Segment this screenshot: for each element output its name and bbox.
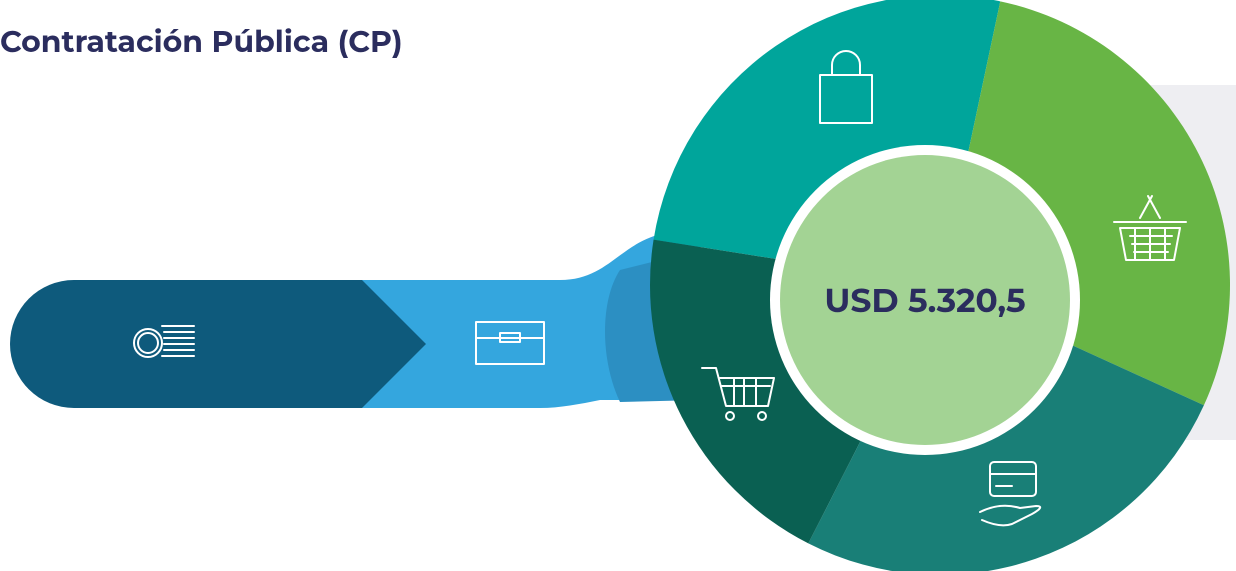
briefcase-icon: [475, 321, 545, 365]
cart-icon: [701, 367, 775, 421]
center-value: USD 5.320,5: [824, 281, 1025, 321]
basket-icon: [1113, 195, 1187, 261]
page-title: Contratación Pública (CP): [0, 23, 403, 60]
dark-blue-band: [10, 280, 426, 408]
coins-icon: [133, 325, 195, 358]
center-circle: [780, 155, 1070, 445]
card-hand-icon: [979, 461, 1042, 527]
bag-icon: [819, 50, 873, 124]
